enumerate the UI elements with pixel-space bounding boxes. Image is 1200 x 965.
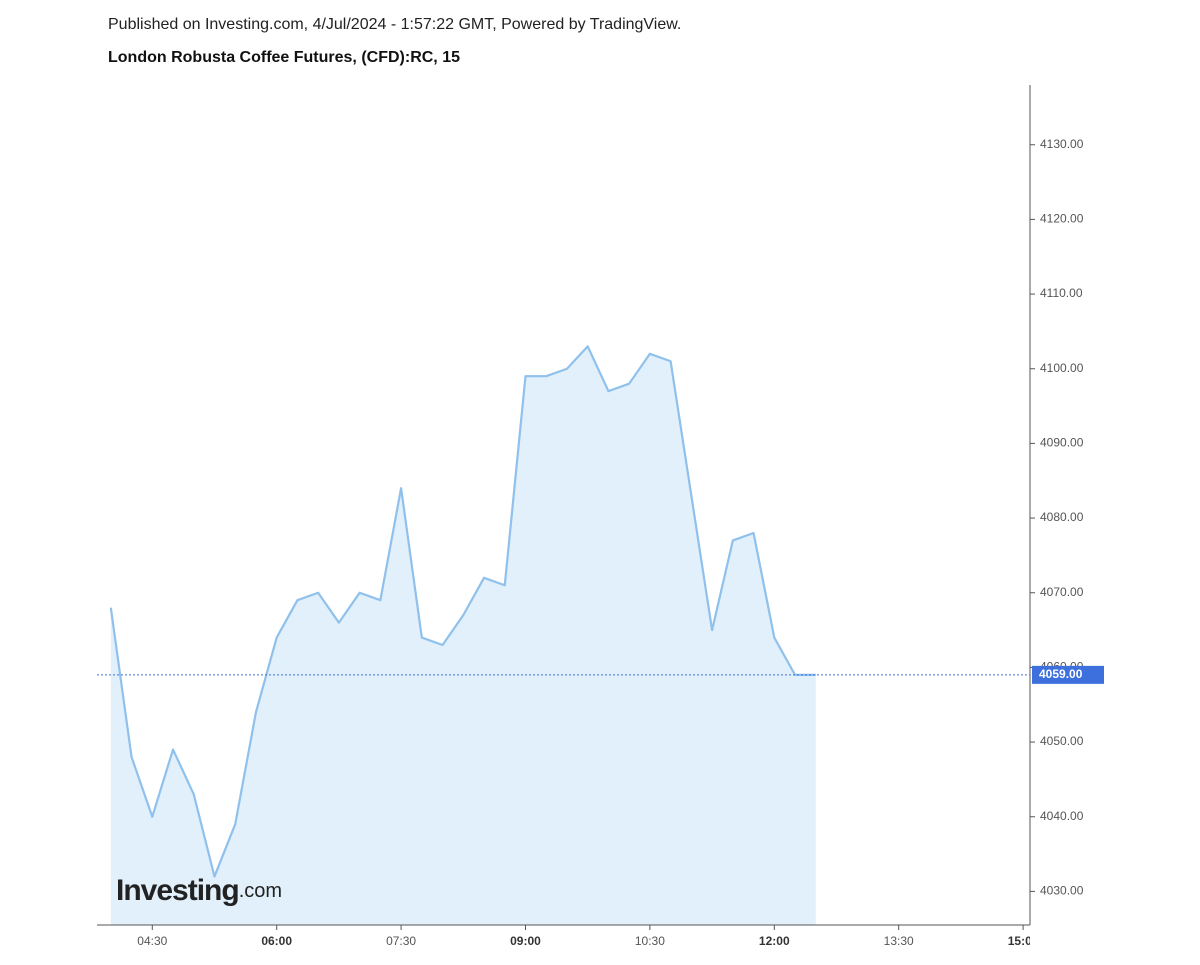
chart-title: London Robusta Coffee Futures, (CFD):RC,… bbox=[108, 49, 460, 66]
x-tick-label: 09:00 bbox=[510, 934, 541, 948]
y-tick-label: 4090.00 bbox=[1040, 436, 1084, 450]
x-ticks: 04:30 06:00 07:30 09:00 10:30 12:00 13:30 15:00 bbox=[137, 925, 1039, 948]
y-tick-label: 4080.00 bbox=[1040, 510, 1084, 524]
y-tick-label: 4100.00 bbox=[1040, 361, 1084, 375]
current-price-box bbox=[1032, 665, 1104, 684]
logo: Investing.com bbox=[116, 874, 282, 907]
y-tick-label: 4030.00 bbox=[1040, 884, 1084, 898]
x-tick-label: 06:00 bbox=[261, 934, 292, 948]
published-note: Published on Investing.com, 4/Jul/2024 -… bbox=[108, 16, 681, 33]
y-tick-label: 4050.00 bbox=[1040, 734, 1084, 748]
y-tick-label: 4110.00 bbox=[1040, 286, 1083, 300]
y-tick-label: 4070.00 bbox=[1040, 585, 1084, 599]
current-price-label: 4059.00 bbox=[1039, 667, 1083, 681]
x-tick-label: 07:30 bbox=[386, 934, 416, 948]
y-tick-label: 4130.00 bbox=[1040, 137, 1084, 151]
x-tick-label: 12:00 bbox=[759, 934, 790, 948]
x-tick-label: 15:00 bbox=[1008, 934, 1039, 948]
area-fill bbox=[110, 346, 816, 925]
x-tick-label: 10:30 bbox=[635, 934, 665, 948]
x-tick-label: 13:30 bbox=[884, 934, 914, 948]
logo-suffix: .com bbox=[239, 880, 282, 902]
price-line bbox=[109, 345, 816, 878]
y-tick-label: 4120.00 bbox=[1040, 212, 1084, 226]
plot: Investing.com4030.004040.004050.004060.0… bbox=[97, 85, 1104, 948]
logo-brand: Investing bbox=[116, 874, 239, 907]
x-tick-label: 04:30 bbox=[137, 934, 167, 948]
y-tick-label: 4040.00 bbox=[1040, 809, 1084, 823]
